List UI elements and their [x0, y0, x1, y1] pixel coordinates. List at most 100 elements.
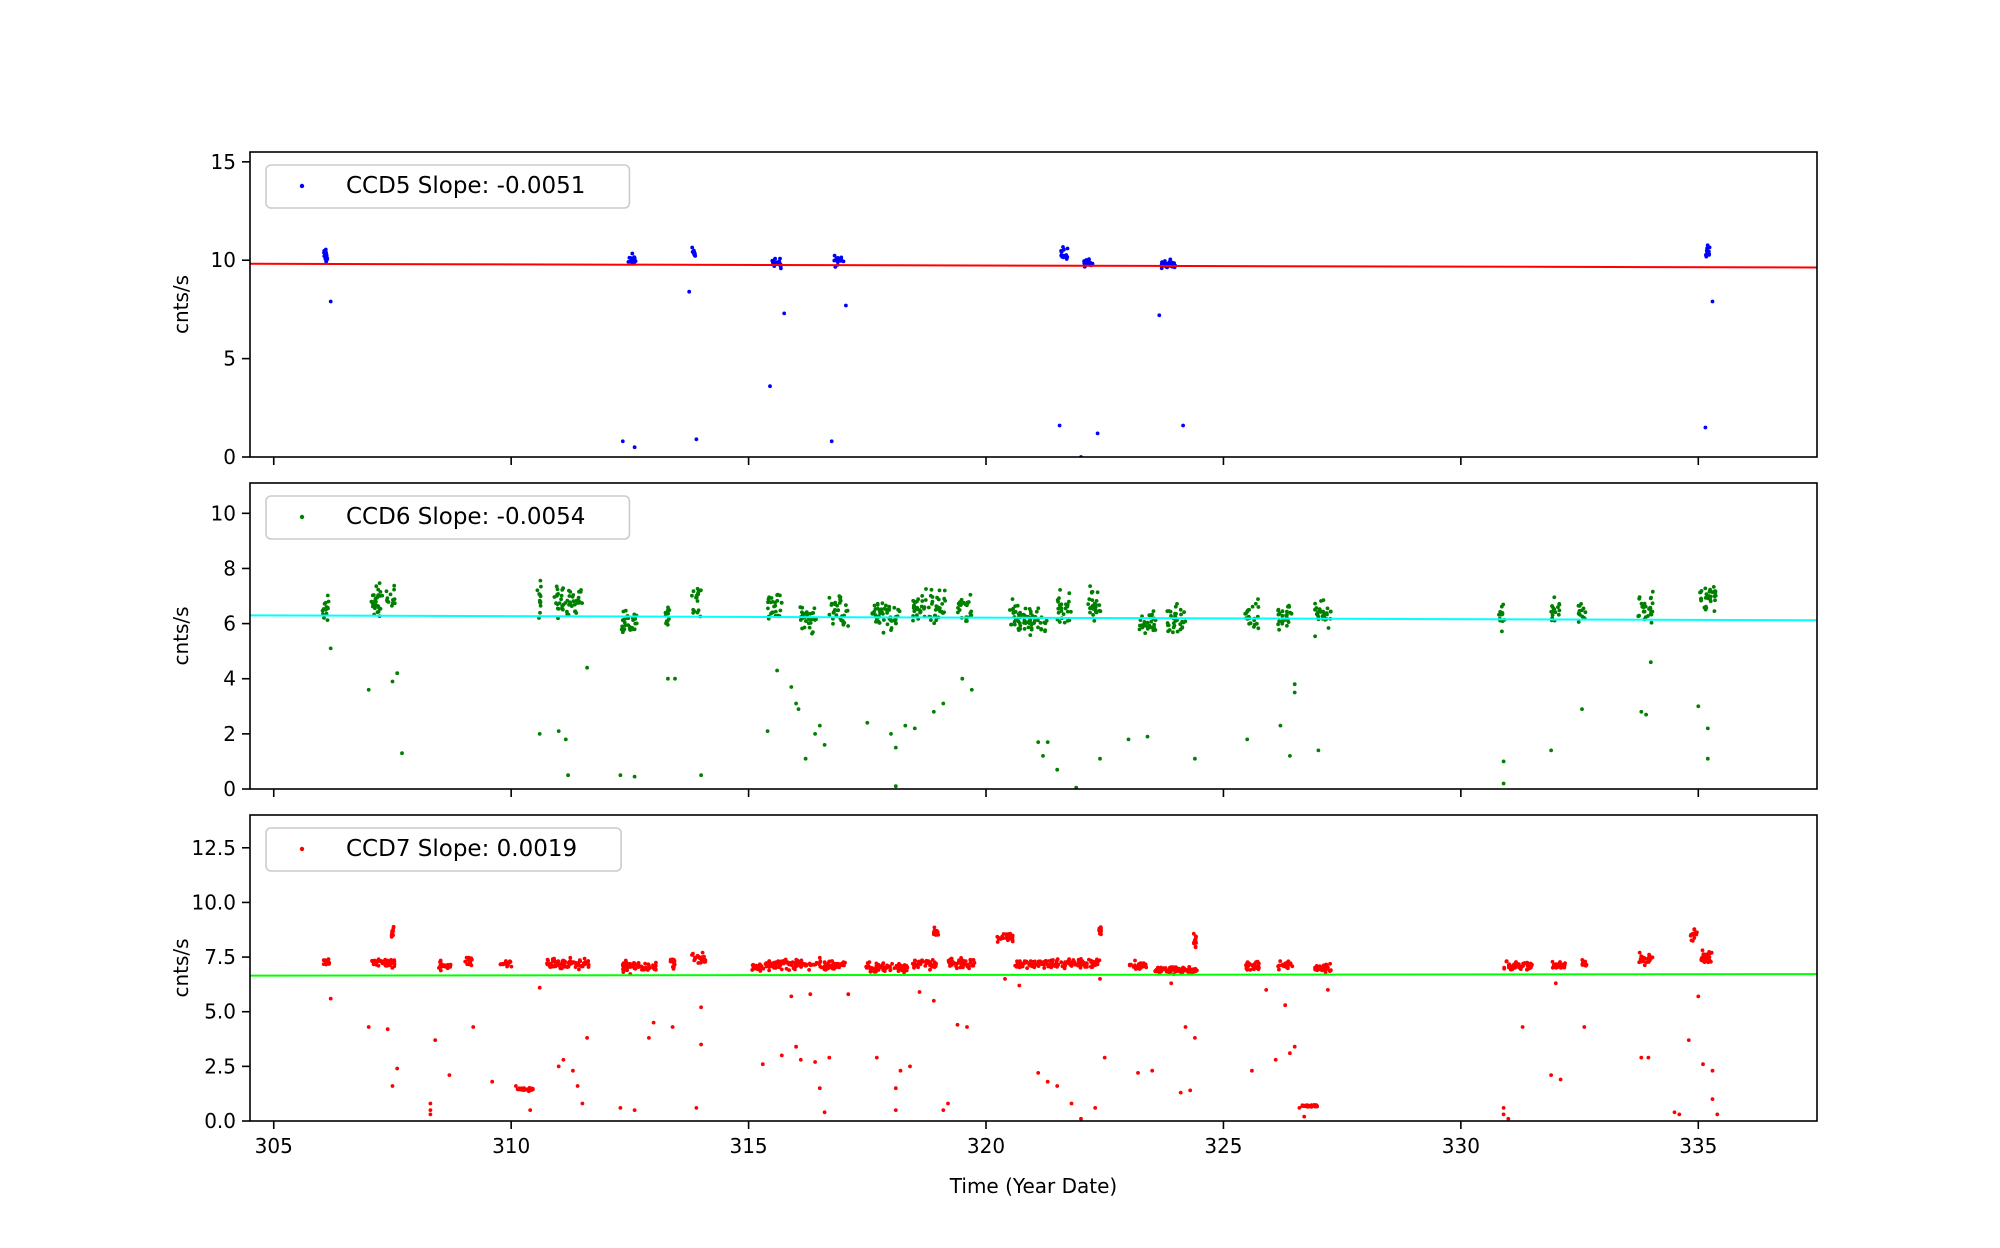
- ccd6-data-point: [918, 609, 923, 614]
- x-tick-label: 325: [1204, 1134, 1242, 1158]
- ccd6-data-point: [1576, 611, 1581, 616]
- ccd6-data-point: [665, 611, 670, 615]
- ccd7-data-point: [622, 963, 627, 967]
- ccd5-data-point: [778, 256, 782, 261]
- ccd7-outlier-point: [1646, 1055, 1651, 1060]
- ccd7-outlier-point: [528, 1108, 533, 1112]
- ccd7-data-point: [1700, 948, 1705, 953]
- ccd6-data-point: [392, 583, 397, 588]
- ccd7-outlier-point: [1639, 1055, 1644, 1060]
- ccd6-data-point: [1061, 612, 1066, 616]
- ccd7-data-point: [389, 961, 394, 966]
- ccd7-data-point: [1187, 966, 1192, 970]
- ccd7-data-point: [370, 959, 375, 964]
- ccd7-data-point: [1525, 963, 1530, 968]
- ccd7-data-point: [586, 965, 591, 969]
- ccd7-ytick-label: 0.0: [204, 1109, 236, 1133]
- ccd7-data-point: [920, 960, 924, 964]
- ccd7-data-point: [1283, 961, 1288, 966]
- ccd6-data-point: [837, 594, 842, 598]
- ccd6-data-point: [1038, 621, 1043, 625]
- ccd6-data-point: [1042, 620, 1047, 625]
- ccd5-data-point: [1163, 259, 1167, 263]
- ccd6-data-point: [1256, 605, 1261, 609]
- ccd7-data-point: [878, 965, 883, 969]
- ccd6-data-point: [691, 607, 696, 612]
- ccd7-data-point: [1093, 960, 1098, 964]
- ccd5-legend-marker: [299, 183, 305, 189]
- ccd6-outlier-point: [632, 774, 637, 779]
- ccd7-data-point: [467, 962, 471, 967]
- ccd6-data-point: [695, 586, 700, 591]
- ccd6-data-point: [1498, 610, 1503, 614]
- ccd6-data-point: [1313, 607, 1317, 612]
- ccd7-data-point: [1170, 967, 1174, 971]
- ccd7-data-point: [545, 957, 550, 962]
- ccd6-data-point: [916, 597, 921, 602]
- ccd6-data-point: [1708, 587, 1712, 592]
- ccd6-outlier-point: [328, 646, 333, 651]
- ccd7-data-point: [652, 967, 657, 971]
- ccd7-data-point: [869, 966, 874, 970]
- ccd7-data-point: [949, 956, 954, 961]
- ccd6-data-point: [371, 600, 376, 604]
- ccd7-data-point: [699, 959, 704, 964]
- ccd7-data-point: [621, 970, 626, 974]
- ccd6-outlier-point: [796, 707, 801, 711]
- ccd7-outlier-point: [561, 1057, 566, 1062]
- ccd6-outlier-point: [395, 671, 400, 676]
- ccd7-data-point: [968, 957, 973, 962]
- ccd6-data-point: [885, 622, 890, 627]
- ccd7-outlier-point: [1150, 1068, 1155, 1073]
- ccd7-data-point: [1009, 936, 1013, 941]
- ccd7-data-point: [1250, 963, 1255, 968]
- ccd6-data-point: [929, 618, 933, 622]
- ccd7-data-point: [1194, 934, 1198, 939]
- ccd6-data-point: [565, 609, 569, 614]
- ccd7-data-point: [389, 935, 394, 939]
- ccd7-data-point: [548, 965, 553, 969]
- x-tick-label: 305: [255, 1134, 293, 1158]
- ccd6-data-point: [1277, 627, 1281, 632]
- ccd6-outlier-point: [673, 676, 677, 681]
- ccd7-data-point: [671, 967, 676, 971]
- ccd7-data-point: [326, 957, 331, 962]
- ccd7-data-point: [1525, 967, 1530, 971]
- ccd6-data-point: [1095, 590, 1100, 595]
- ccd6-data-point: [912, 600, 917, 604]
- ccd6-data-point: [1647, 607, 1651, 611]
- ccd6-outlier-point: [1045, 740, 1050, 744]
- ccd7-data-point: [1706, 956, 1711, 961]
- ccd7-data-point: [1528, 965, 1533, 970]
- ccd6-data-point: [1097, 603, 1102, 607]
- ccd6-data-point: [1059, 609, 1064, 613]
- ccd6-data-point: [1146, 625, 1150, 629]
- ccd7-outlier-point: [1553, 981, 1558, 986]
- ccd6-data-point: [1056, 610, 1061, 615]
- ccd7-data-point: [1288, 962, 1293, 967]
- ccd6-data-point: [1182, 610, 1186, 614]
- ccd6-data-point: [845, 608, 850, 613]
- ccd7-data-point: [1285, 965, 1290, 969]
- ccd7-data-point: [803, 962, 808, 966]
- ccd7-data-point: [773, 961, 778, 966]
- ccd6-data-point: [1026, 620, 1031, 625]
- ccd6-outlier-point: [889, 732, 893, 736]
- ccd6-data-point: [376, 609, 381, 614]
- ccd6-data-point: [829, 603, 834, 607]
- ccd6-data-point: [1178, 607, 1183, 612]
- ccd6-data-point: [800, 610, 804, 615]
- ccd7-data-point: [1006, 938, 1010, 943]
- ccd6-data-point: [775, 598, 780, 603]
- ccd7-data-point: [508, 959, 512, 964]
- ccd5-outlier-point: [829, 439, 834, 444]
- ccd6-data-point: [630, 625, 634, 630]
- ccd7-data-point: [766, 962, 771, 967]
- ccd5-data-point: [323, 247, 328, 252]
- ccd6-data-point: [766, 606, 770, 611]
- ccd6-data-point: [831, 610, 836, 615]
- ccd7-data-point: [928, 967, 932, 972]
- x-axis-label: Time (Year Date): [949, 1174, 1117, 1198]
- ccd7-outlier-point: [585, 1036, 589, 1040]
- ccd5-data-point: [632, 256, 637, 260]
